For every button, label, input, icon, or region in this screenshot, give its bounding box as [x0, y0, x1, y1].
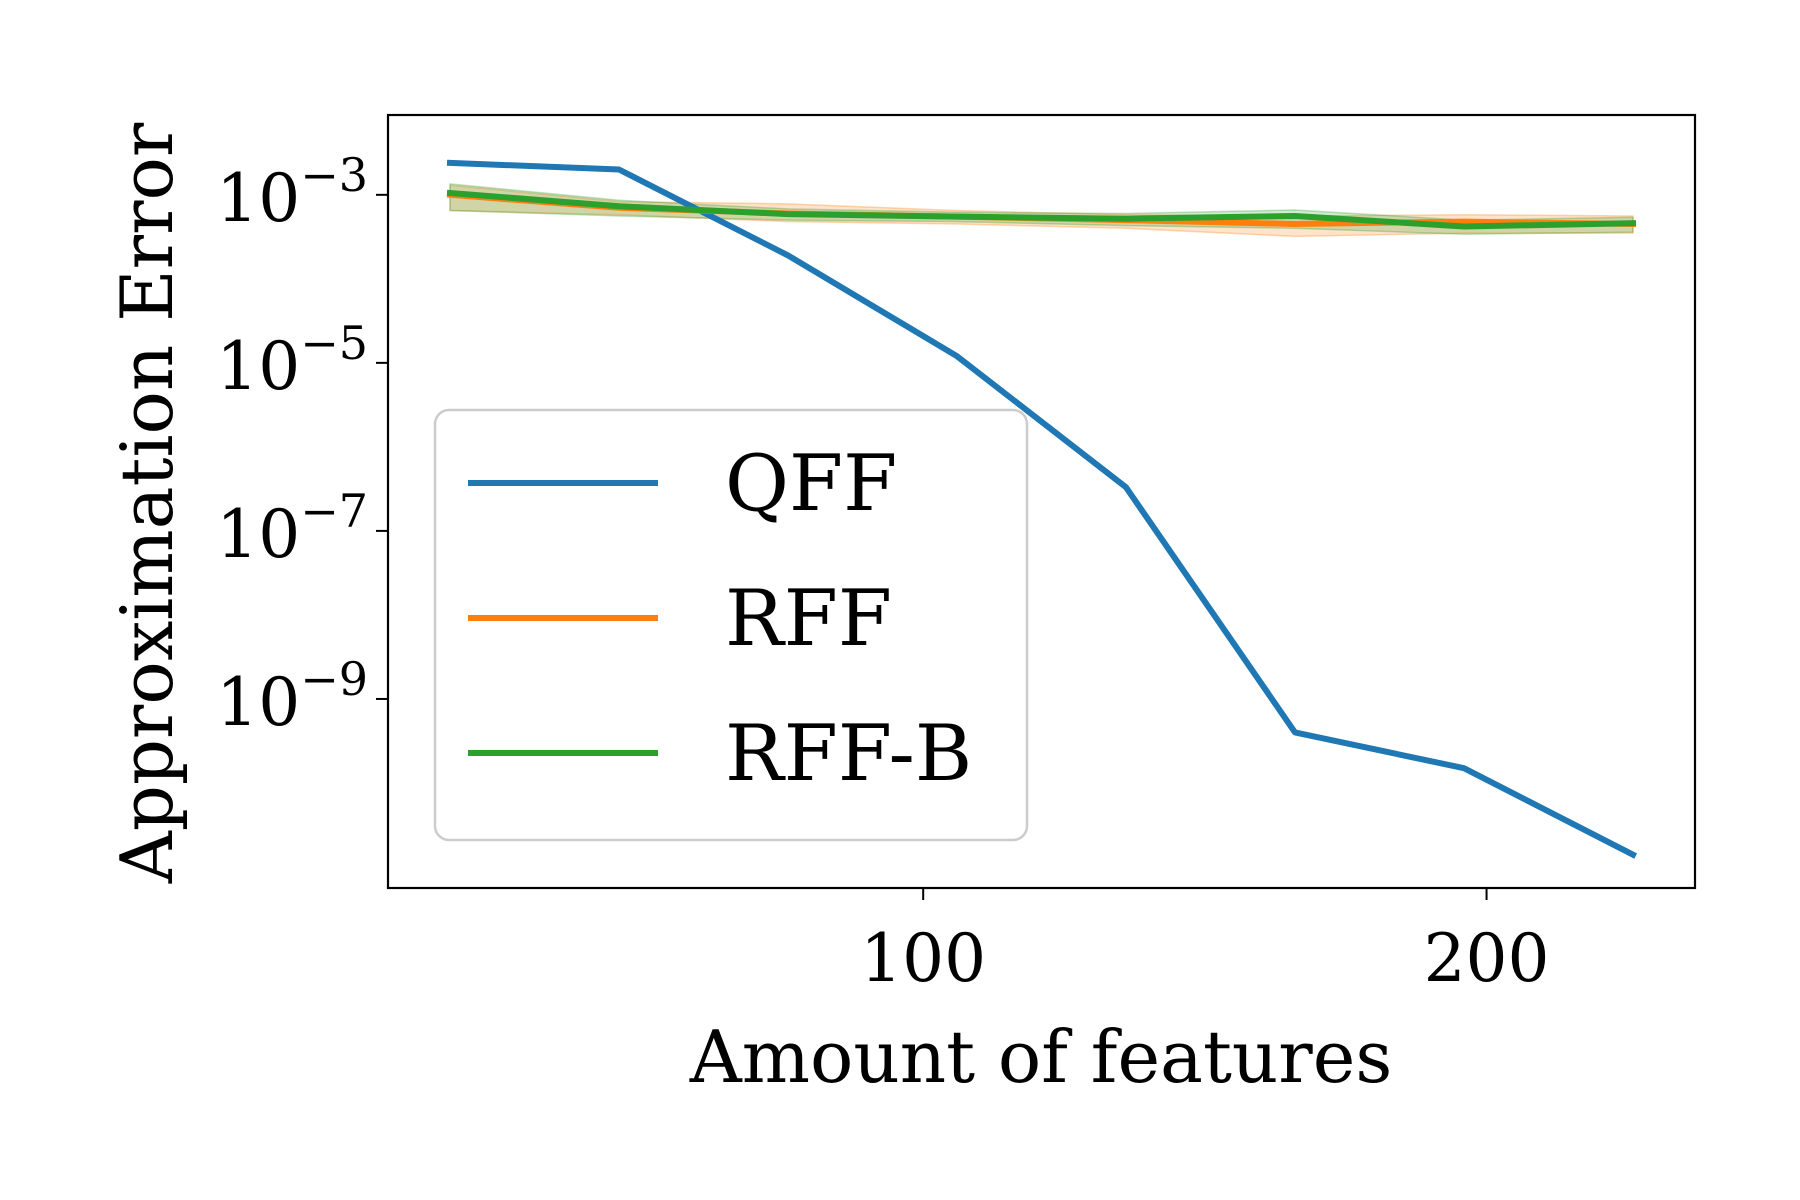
y-tick-label: 10−9 [216, 652, 368, 741]
y-axis-label: Approximation Error [105, 122, 189, 884]
x-axis: 100 200 [860, 888, 1550, 997]
x-axis-label: Amount of features [689, 1015, 1393, 1099]
legend-box [433, 408, 1029, 842]
x-tick-label: 100 [860, 920, 986, 997]
legend-label-rff-b: RFF-B [725, 709, 972, 799]
y-tick-label: 10−3 [216, 148, 368, 237]
legend-label-rff: RFF [725, 574, 892, 664]
x-tick-label: 200 [1424, 920, 1550, 997]
y-axis: 10−3 10−5 10−7 10−9 [216, 148, 388, 741]
line-rff-b [446, 189, 1637, 230]
line-qff [446, 159, 1638, 859]
legend-label-qff: QFF [725, 439, 897, 529]
legend: QFF RFF RFF-B [433, 408, 1029, 842]
plot-frame [386, 113, 1697, 890]
y-tick-label: 10−7 [216, 484, 368, 573]
y-tick-label: 10−5 [216, 316, 368, 405]
series-lines [446, 159, 1638, 859]
